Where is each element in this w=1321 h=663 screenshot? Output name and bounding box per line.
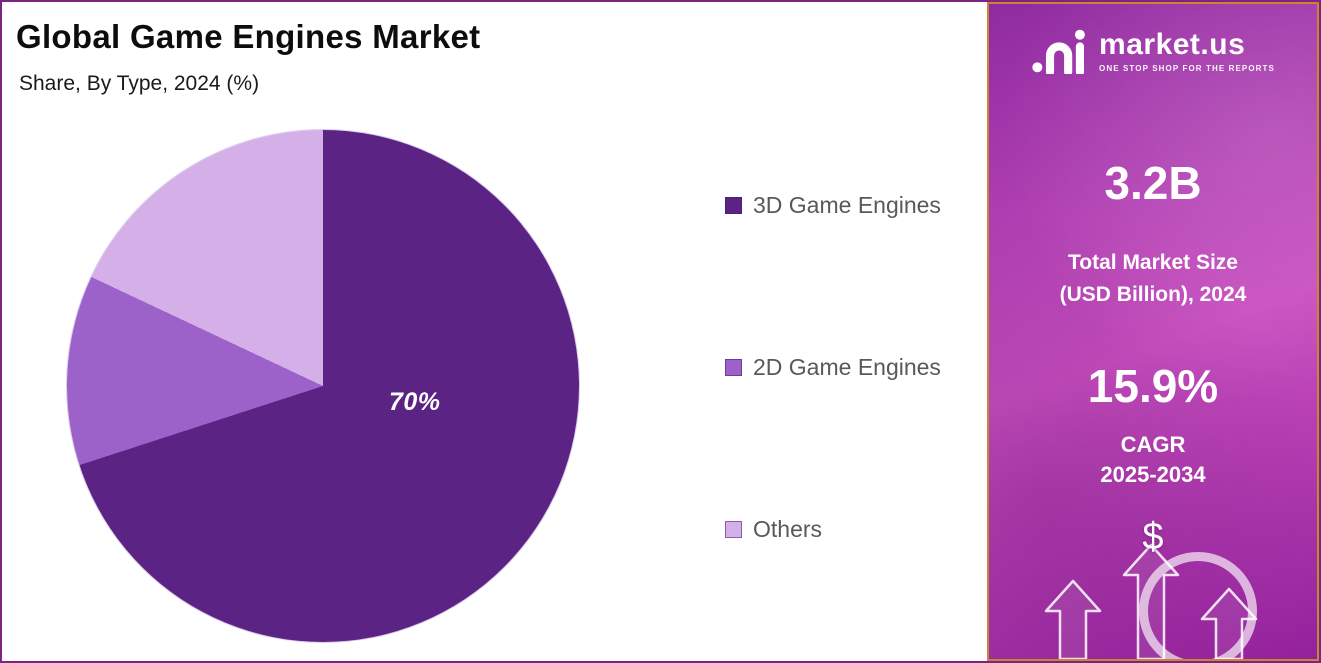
market-size-label: Total Market Size (USD Billion), 2024 bbox=[989, 247, 1317, 310]
cagr-value: 15.9% bbox=[1087, 360, 1219, 412]
sidebar: market.us ONE STOP SHOP FOR THE REPORTS … bbox=[987, 2, 1319, 661]
legend-swatch-3d-icon bbox=[725, 196, 742, 214]
brand-logo: market.us ONE STOP SHOP FOR THE REPORTS bbox=[989, 28, 1317, 74]
legend-label-others: Others bbox=[753, 515, 823, 542]
brand-tagline: ONE STOP SHOP FOR THE REPORTS bbox=[1099, 63, 1275, 73]
market-size-value: 3.2B bbox=[1104, 157, 1202, 209]
market-size-label-line2: (USD Billion), 2024 bbox=[1059, 282, 1247, 306]
legend: 3D Game Engines 2D Game Engines Others bbox=[725, 192, 941, 542]
legend-item-others: Others bbox=[725, 516, 941, 542]
marketus-logo-icon bbox=[1032, 29, 1085, 74]
cagr-label: CAGR 2025-2034 bbox=[989, 430, 1317, 489]
cagr-label-line1: CAGR bbox=[1120, 432, 1186, 457]
brand-logo-text-block: market.us ONE STOP SHOP FOR THE REPORTS bbox=[1099, 27, 1275, 73]
coffee-cup-icon bbox=[1139, 552, 1257, 659]
legend-swatch-others-icon bbox=[725, 520, 742, 538]
legend-swatch-2d-icon bbox=[725, 358, 742, 376]
growth-arrows-icon bbox=[1044, 543, 1258, 659]
legend-label-2d: 2D Game Engines bbox=[753, 353, 941, 380]
legend-item-3d-game-engines: 3D Game Engines bbox=[725, 192, 941, 218]
chart-panel: Global Game Engines Market Share, By Typ… bbox=[2, 2, 987, 661]
legend-item-2d-game-engines: 2D Game Engines bbox=[725, 354, 941, 380]
legend-label-3d: 3D Game Engines bbox=[753, 191, 941, 218]
chart-title: Global Game Engines Market bbox=[16, 18, 481, 55]
pie-chart: 70% bbox=[67, 130, 579, 642]
cagr-label-line2: 2025-2034 bbox=[1100, 461, 1206, 487]
market-size-label-line1: Total Market Size bbox=[1068, 251, 1238, 274]
dollar-icon: $ bbox=[1142, 516, 1164, 558]
brand-name: market.us bbox=[1099, 27, 1246, 61]
chart-subtitle: Share, By Type, 2024 (%) bbox=[19, 72, 260, 95]
pie-slice-label-3d: 70% bbox=[389, 388, 441, 416]
